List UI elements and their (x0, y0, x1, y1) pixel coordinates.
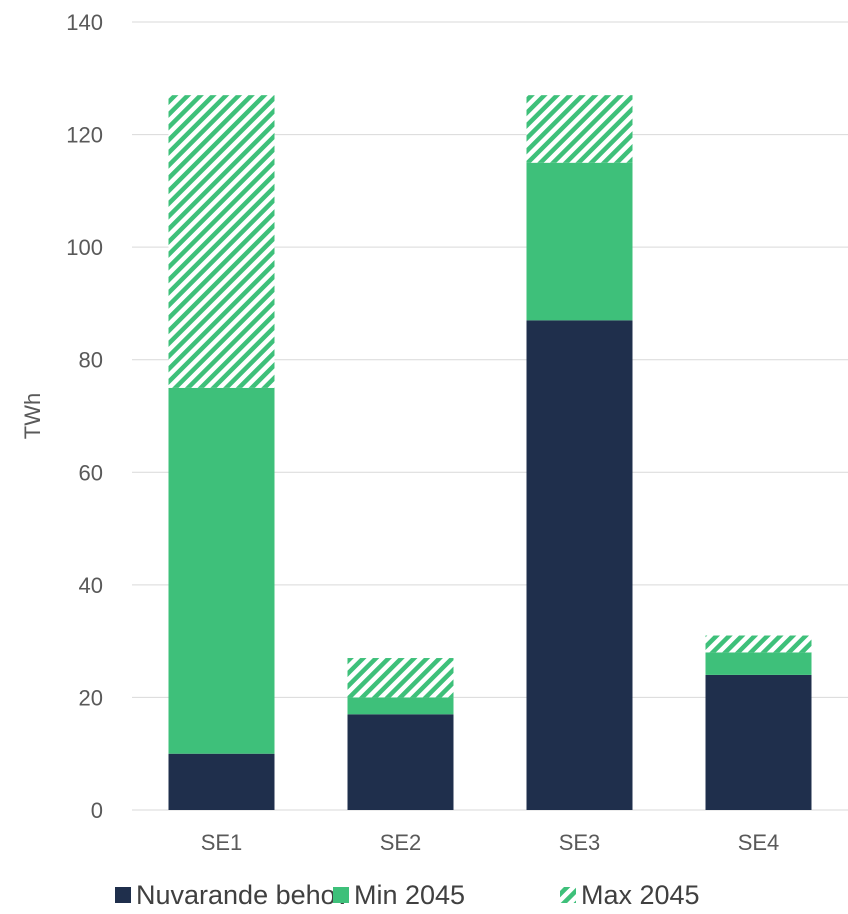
x-tick-label: SE3 (559, 830, 601, 855)
y-tick-label: 100 (66, 235, 103, 260)
y-axis-ticks: 0 20 40 60 80 100 120 140 (66, 10, 103, 823)
legend-swatch (333, 887, 349, 903)
y-tick-label: 0 (91, 798, 103, 823)
legend-label: Min 2045 (354, 880, 465, 910)
legend-label: Max 2045 (581, 880, 700, 910)
bar-se3-series-1 (526, 162, 633, 321)
y-tick-label: 40 (79, 573, 103, 598)
y-tick-label: 140 (66, 10, 103, 35)
x-tick-label: SE2 (380, 830, 422, 855)
legend: Nuvarande behov Min 2045 Max 2045 (115, 880, 700, 910)
legend-label: Nuvarande behov (136, 880, 350, 910)
bar-se3-series-2 (526, 95, 633, 163)
x-tick-label: SE4 (738, 830, 780, 855)
y-tick-label: 20 (79, 685, 103, 710)
y-tick-label: 120 (66, 123, 103, 148)
y-tick-label: 60 (79, 460, 103, 485)
bar-se2-series-1 (347, 697, 454, 715)
x-axis-ticks: SE1 SE2 SE3 SE4 (201, 830, 780, 855)
bar-se2-series-2 (347, 658, 454, 698)
x-tick-label: SE1 (201, 830, 243, 855)
legend-swatch (560, 887, 576, 903)
bar-se4-series-1 (705, 652, 812, 675)
legend-swatch (115, 887, 131, 903)
bar-se1-series-0 (168, 753, 275, 810)
bar-se4-series-0 (705, 674, 812, 810)
bar-se4-series-2 (705, 635, 812, 653)
y-axis-title: TWh (20, 393, 45, 439)
y-tick-label: 80 (79, 348, 103, 373)
bar-se2-series-0 (347, 714, 454, 810)
bar-se1-series-2 (168, 95, 275, 388)
bars (168, 95, 812, 810)
bar-se3-series-0 (526, 320, 633, 810)
bar-se1-series-1 (168, 387, 275, 754)
